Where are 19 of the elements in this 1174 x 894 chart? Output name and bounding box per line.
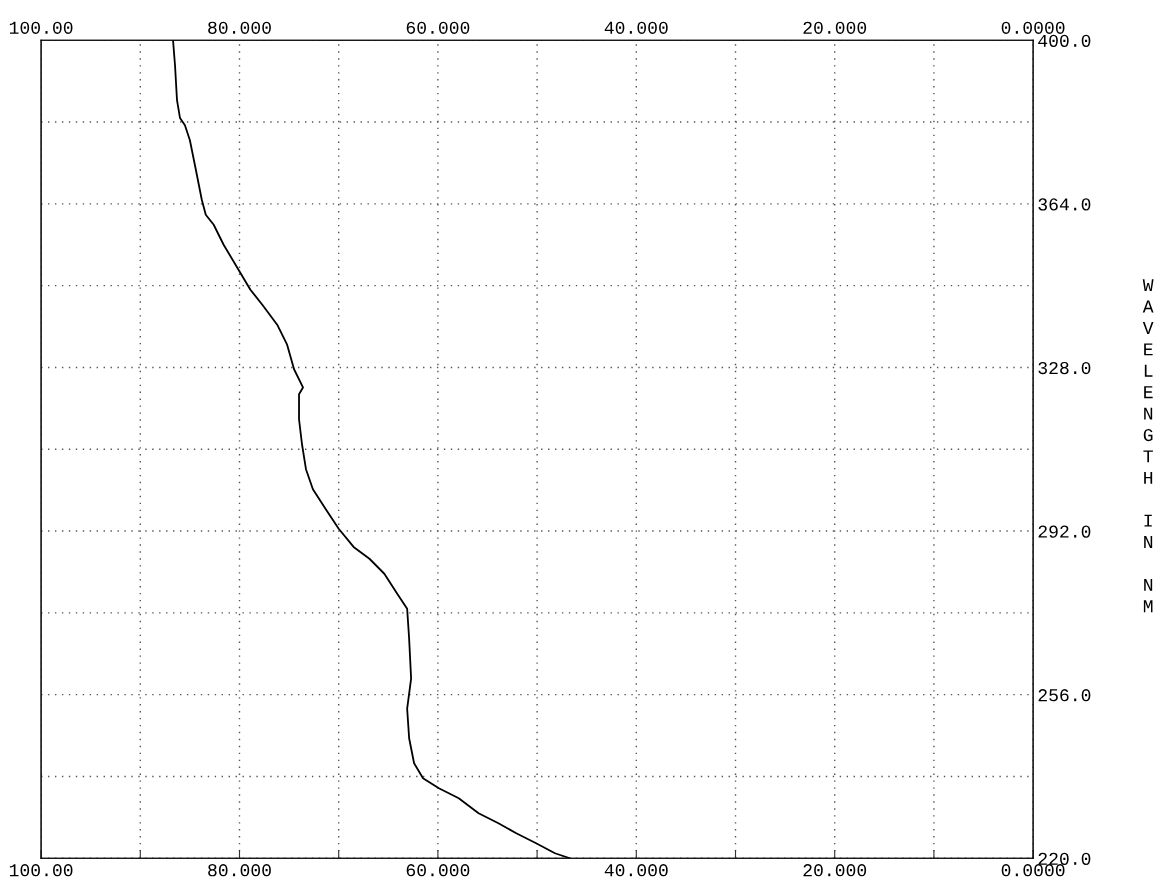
x2-tick-label: 0.0000: [1001, 21, 1065, 34]
x2-tick-label: 60.000: [406, 21, 470, 34]
y-tick-label: 256.0: [1038, 689, 1091, 702]
x-tick-label: 20.000: [803, 864, 867, 877]
x2-tick-label: 80.000: [208, 21, 271, 34]
y-tick-label: 328.0: [1038, 361, 1091, 375]
x2-tick-label: 100.00: [9, 21, 73, 34]
text: WAVELENGTH IN NM: [1142, 279, 1154, 613]
x-tick-label: 100.00: [9, 864, 73, 877]
x-tick-label: 60.000: [406, 864, 470, 877]
y-tick-label: 292.0: [1038, 525, 1091, 538]
y-tick-label: 400.0: [1038, 34, 1091, 47]
x-tick-label: 0.0000: [1001, 864, 1065, 877]
x2-tick-label: 20.000: [803, 21, 867, 34]
x-tick-label: 40.000: [604, 864, 668, 877]
x2-tick-label: 40.000: [604, 21, 668, 34]
y-tick-label: 364.0: [1038, 198, 1091, 211]
y-tick-label: 220.0: [1038, 852, 1091, 865]
x-tick-label: 80.000: [208, 864, 271, 877]
